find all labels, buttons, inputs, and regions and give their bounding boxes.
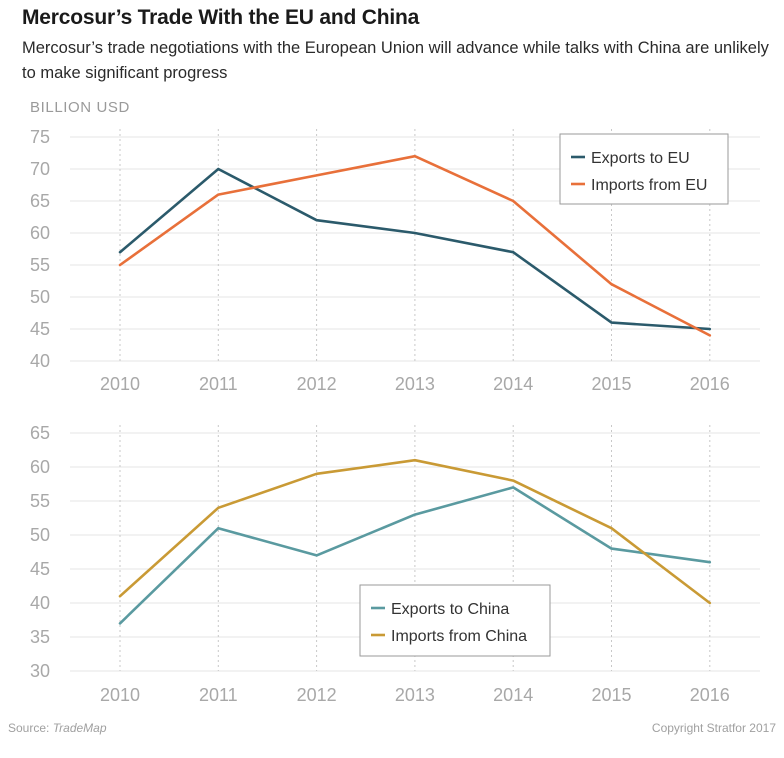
y-tick-label: 40: [30, 351, 50, 371]
x-tick-label: 2011: [199, 374, 238, 394]
x-tick-label: 2015: [591, 374, 631, 394]
y-tick-label: 30: [30, 661, 50, 681]
y-tick-label: 75: [30, 127, 50, 147]
y-tick-label: 65: [30, 423, 50, 443]
series-line-imports-from-eu: [118, 154, 712, 337]
y-tick-label: 55: [30, 491, 50, 511]
x-tick-label: 2016: [690, 685, 730, 705]
y-axis-unit-label: BILLION USD: [30, 99, 130, 116]
legend-label: Exports to China: [391, 601, 509, 618]
source-name: TradeMap: [52, 721, 107, 735]
x-tick-label: 2012: [297, 685, 337, 705]
x-tick-label: 2016: [690, 374, 730, 394]
source-label: Source:: [8, 721, 50, 735]
y-tick-label: 45: [30, 559, 50, 579]
series-line-exports-to-china: [118, 486, 712, 625]
legend-label: Exports to EU: [591, 150, 690, 167]
y-tick-label: 45: [30, 319, 50, 339]
x-tick-label: 2015: [591, 685, 631, 705]
y-tick-label: 35: [30, 627, 50, 647]
y-tick-label: 70: [30, 159, 50, 179]
chart-title: Mercosur’s Trade With the EU and China: [22, 6, 420, 29]
x-tick-label: 2014: [493, 685, 533, 705]
legend-label: Imports from EU: [591, 177, 707, 194]
x-tick-label: 2010: [100, 685, 140, 705]
y-tick-label: 60: [30, 457, 50, 477]
y-tick-label: 55: [30, 255, 50, 275]
series-line-imports-from-china: [118, 458, 712, 605]
y-tick-label: 65: [30, 191, 50, 211]
y-tick-label: 60: [30, 223, 50, 243]
series-line-exports-to-eu: [118, 167, 712, 331]
y-tick-label: 50: [30, 525, 50, 545]
legend-box: [559, 133, 729, 205]
x-tick-label: 2014: [493, 374, 533, 394]
x-tick-label: 2010: [100, 374, 140, 394]
copyright-note: Copyright Stratfor 2017: [651, 721, 776, 735]
y-tick-label: 50: [30, 287, 50, 307]
x-tick-label: 2011: [199, 685, 238, 705]
y-tick-label: 40: [30, 593, 50, 613]
x-tick-label: 2012: [297, 374, 337, 394]
chart-subtitle: Mercosur’s trade negotiations with the E…: [22, 39, 769, 82]
source-note: Source: TradeMap: [8, 721, 107, 735]
x-tick-label: 2013: [395, 685, 435, 705]
legend-label: Imports from China: [391, 628, 527, 645]
x-tick-label: 2013: [395, 374, 435, 394]
legend-box: [359, 584, 551, 657]
